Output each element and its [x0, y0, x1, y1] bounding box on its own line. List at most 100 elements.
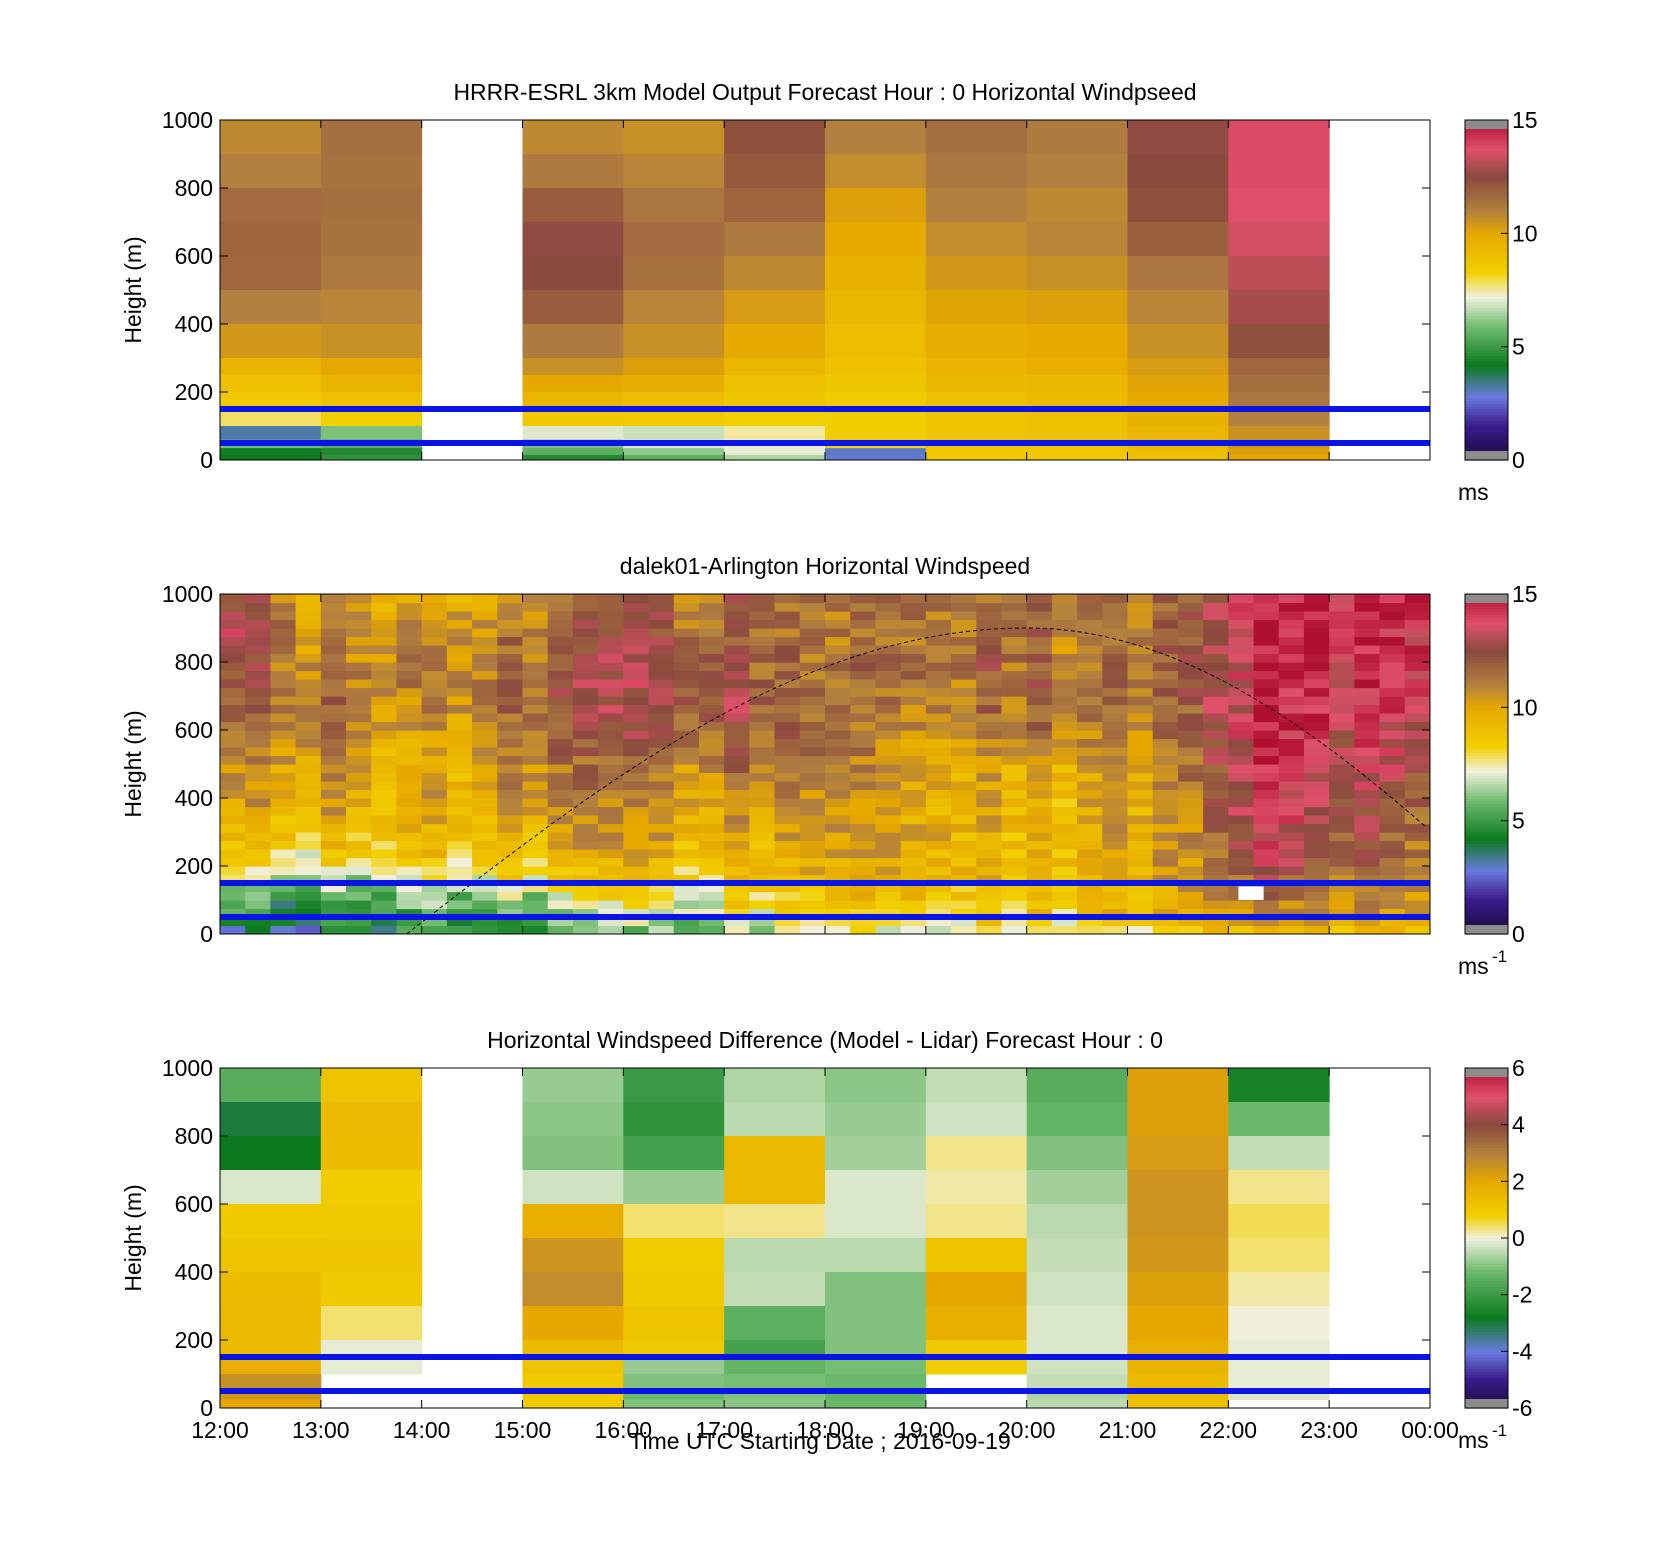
- heatmap-cell: [900, 653, 927, 663]
- heatmap-cell: [371, 619, 398, 629]
- heatmap-cell: [320, 448, 423, 456]
- colorbar-segment: [1465, 168, 1508, 172]
- heatmap-cell: [951, 900, 977, 910]
- heatmap-cell: [1228, 857, 1255, 867]
- heatmap-cell: [875, 874, 902, 884]
- heatmap-cell: [1228, 840, 1255, 850]
- heatmap-cell: [850, 840, 877, 850]
- heatmap-cell: [346, 764, 372, 774]
- heatmap-cell: [295, 789, 322, 799]
- heatmap-cell: [774, 662, 801, 672]
- heatmap-cell: [648, 891, 675, 901]
- heatmap-cell: [522, 1340, 624, 1358]
- heatmap-cell: [472, 713, 498, 723]
- heatmap-cell: [421, 789, 448, 799]
- heatmap-cell: [1026, 1391, 1128, 1400]
- heatmap-cell: [1354, 645, 1381, 655]
- heatmap-cell: [320, 815, 347, 825]
- heatmap-cell: [623, 755, 650, 765]
- colorbar-segment: [1465, 1374, 1508, 1378]
- colorbar-segment: [1465, 261, 1508, 266]
- heatmap-cell: [1379, 908, 1406, 918]
- heatmap-cell: [1152, 721, 1179, 731]
- colorbar-segment: [1465, 1243, 1508, 1248]
- heatmap-cell: [749, 857, 776, 867]
- heatmap-cell: [976, 628, 1003, 638]
- heatmap-cell: [320, 454, 423, 460]
- colorbar-segment: [1465, 1127, 1508, 1131]
- heatmap-cell: [1152, 849, 1179, 859]
- heatmap-cell: [1152, 798, 1179, 808]
- heatmap-cell: [1203, 772, 1229, 782]
- heatmap-cell: [1102, 917, 1129, 927]
- heatmap-cell: [547, 764, 574, 774]
- heatmap-cell: [1127, 687, 1154, 697]
- heatmap-cell: [673, 874, 700, 884]
- heatmap-cell: [522, 883, 549, 893]
- colorbar-segment: [1465, 332, 1508, 336]
- heatmap-cell: [673, 687, 700, 697]
- heatmap-cell: [648, 908, 675, 918]
- colorbar-segment: [1465, 1291, 1508, 1296]
- heatmap-cell: [522, 857, 549, 867]
- heatmap-cell: [1329, 883, 1355, 893]
- heatmap-cell: [976, 636, 1003, 646]
- heatmap-cell: [1127, 392, 1229, 410]
- heatmap-cell: [799, 662, 826, 672]
- heatmap-cell: [1228, 636, 1255, 646]
- heatmap-cell: [724, 188, 826, 223]
- heatmap-cell: [1354, 908, 1381, 918]
- heatmap-cell: [648, 917, 675, 927]
- heatmap-cell: [320, 628, 347, 638]
- heatmap-cell: [799, 900, 826, 910]
- heatmap-cell: [976, 883, 1003, 893]
- heatmap-cell: [1253, 917, 1280, 927]
- heatmap-cell: [547, 730, 574, 740]
- heatmap-cell: [1253, 628, 1280, 638]
- heatmap-cell: [925, 755, 952, 765]
- heatmap-cell: [320, 670, 347, 680]
- heatmap-cell: [749, 908, 776, 918]
- heatmap-cell: [1127, 917, 1154, 927]
- heatmap-cell: [951, 874, 977, 884]
- heatmap-cell: [320, 645, 347, 655]
- heatmap-cell: [1026, 670, 1053, 680]
- heatmap-cell: [346, 781, 372, 791]
- colorbar-segment: [1465, 840, 1508, 844]
- heatmap-cell: [245, 721, 272, 731]
- heatmap-cell: [1001, 721, 1028, 731]
- colorbar-segment: [1465, 1192, 1508, 1197]
- heatmap-cell: [623, 290, 725, 325]
- heatmap-cell: [1404, 628, 1430, 638]
- heatmap-cell: [976, 645, 1003, 655]
- colorbar-segment: [1465, 866, 1508, 870]
- colorbar-segment: [1465, 1232, 1508, 1236]
- heatmap-cell: [825, 883, 851, 893]
- heatmap-cell: [1177, 832, 1204, 842]
- heatmap-cell: [951, 764, 977, 774]
- x-tick-label: 15:00: [494, 1417, 552, 1443]
- heatmap-cell: [1127, 747, 1154, 757]
- heatmap-cell: [1354, 721, 1381, 731]
- heatmap-cell: [396, 738, 423, 748]
- heatmap-cell: [749, 798, 776, 808]
- colorbar-segment: [1465, 156, 1508, 161]
- heatmap-cell: [1177, 764, 1204, 774]
- heatmap-cell: [270, 696, 297, 706]
- heatmap-cell: [749, 781, 776, 791]
- heatmap-cell: [875, 789, 902, 799]
- heatmap-cell: [472, 755, 498, 765]
- heatmap-cell: [976, 730, 1003, 740]
- heatmap-cell: [396, 670, 423, 680]
- heatmap-cell: [220, 866, 246, 876]
- heatmap-cell: [1127, 908, 1154, 918]
- heatmap-cell: [320, 1272, 423, 1307]
- heatmap-cell: [1228, 454, 1330, 460]
- colorbar-segment: [1465, 1235, 1508, 1239]
- colorbar-segment: [1465, 718, 1508, 723]
- heatmap-cell: [1026, 1170, 1128, 1205]
- heatmap-cell: [1177, 619, 1204, 629]
- heatmap-cell: [1404, 883, 1430, 893]
- heatmap-cell: [1152, 730, 1179, 740]
- heatmap-cell: [245, 662, 272, 672]
